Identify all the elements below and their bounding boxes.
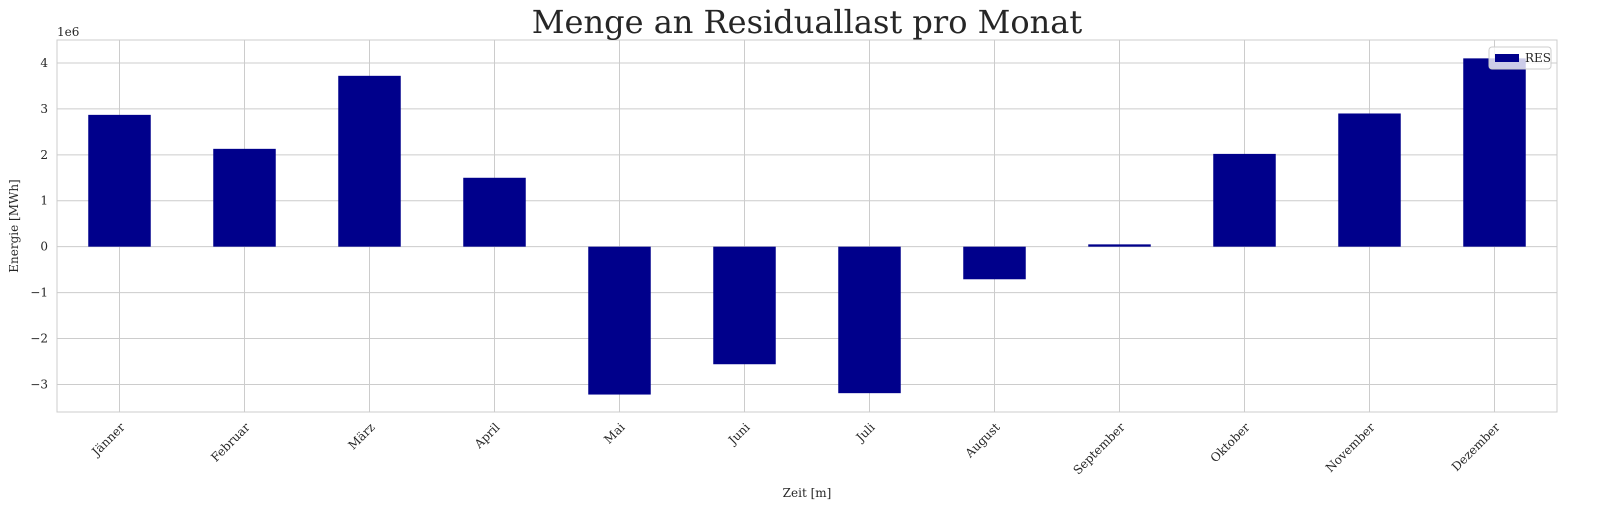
x-tick-label: September [1070,420,1127,477]
bar [463,177,526,247]
bar [338,75,401,247]
y-tick-label: −1 [30,286,48,300]
bar [1213,153,1276,247]
x-tick-label: März [345,420,377,452]
x-axis-label: Zeit [m] [783,486,832,500]
legend: RES [1488,46,1552,70]
x-tick-label: Juli [852,420,878,446]
y-ticks: −3 −2 −1 0 1 2 3 4 [30,56,48,391]
x-tick-label: November [1323,420,1378,475]
bar [1088,244,1151,247]
x-tick-label: Mai [601,420,627,446]
y-tick-label: 4 [40,56,48,70]
y-tick-label: −3 [30,377,48,391]
legend-label: RES [1525,51,1551,65]
x-tick-label: Juni [724,420,752,448]
y-tick-label: 0 [40,240,48,254]
y-axis-scale-label: 1e6 [57,25,79,39]
x-tick-label: Dezember [1449,420,1503,474]
plot-frame [56,39,1558,413]
y-tick-label: −2 [30,332,48,346]
chart-title: Menge an Residuallast pro Monat [532,3,1083,41]
y-axis-label: Energie [MWh] [7,179,21,272]
bar [838,246,901,394]
bar [213,148,276,247]
x-tick-label: Februar [208,420,253,465]
bars [88,58,1526,395]
bar [1338,113,1401,247]
grid [57,40,1557,412]
x-tick-label: April [471,420,503,452]
y-tick-label: 3 [40,102,48,116]
bar [713,246,776,365]
y-tick-label: 2 [40,148,48,162]
x-tick-label: Oktober [1208,420,1253,465]
legend-swatch [1495,54,1519,62]
bar [963,246,1026,280]
y-tick-label: 1 [40,194,48,208]
bar [1463,58,1526,247]
legend-box [1488,46,1552,70]
bar [588,246,651,395]
x-tick-label: August [962,420,1003,461]
x-ticks: Jänner Februar März April Mai Juni Juli August S… [88,420,1503,477]
bar [88,114,151,247]
x-tick-label: Jänner [88,420,128,460]
